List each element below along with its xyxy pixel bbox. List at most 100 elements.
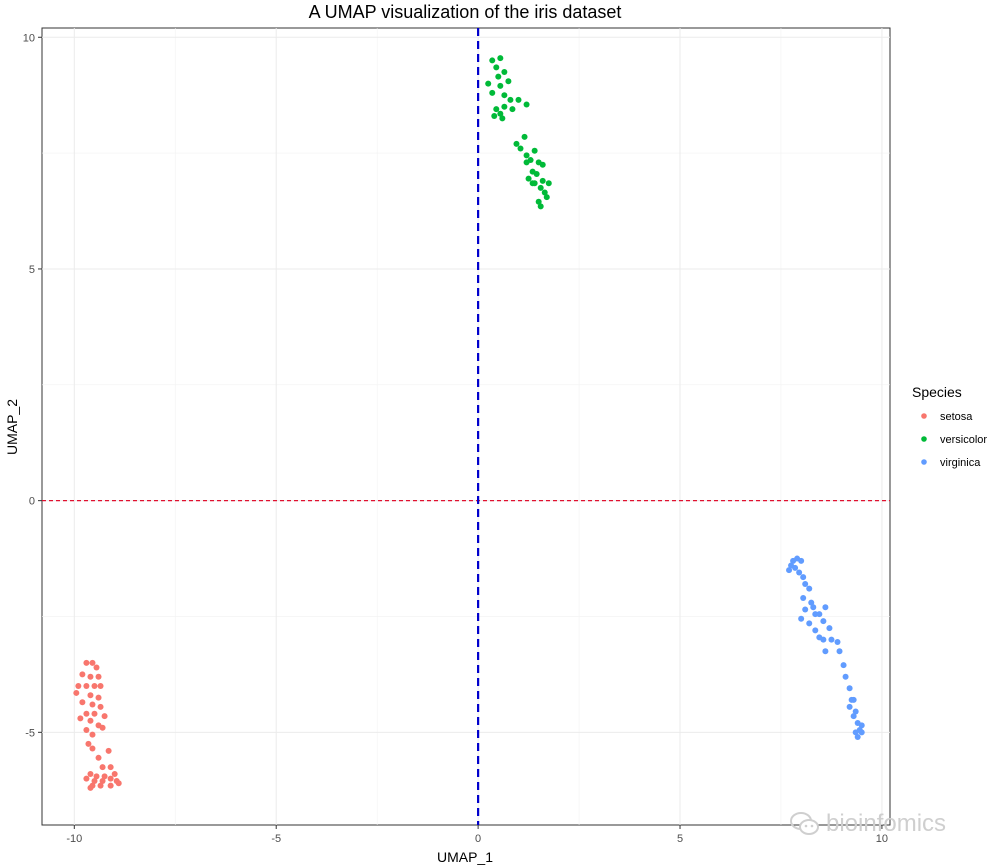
- data-point-versicolor: [545, 180, 552, 187]
- data-point-virginica: [792, 564, 799, 571]
- x-tick-label: 0: [475, 833, 481, 845]
- data-point-virginica: [840, 662, 847, 669]
- legend-label-setosa: setosa: [940, 411, 973, 423]
- legend-key-setosa: [921, 413, 927, 419]
- data-point-setosa: [83, 659, 90, 666]
- x-tick-label: -10: [66, 833, 82, 845]
- data-point-versicolor: [539, 161, 546, 168]
- legend: Species setosa versicolor virginica: [912, 384, 987, 469]
- watermark-text: bioinfomics: [826, 810, 947, 837]
- data-point-versicolor: [523, 152, 530, 159]
- data-point-versicolor: [543, 194, 550, 201]
- x-tick-label: 10: [876, 833, 888, 845]
- data-point-setosa: [91, 710, 98, 717]
- data-point-virginica: [846, 685, 853, 692]
- data-point-setosa: [83, 775, 90, 782]
- data-point-virginica: [852, 708, 859, 715]
- data-point-virginica: [786, 567, 793, 574]
- x-axis-ticks: -10 -5 0 5 10: [66, 825, 888, 845]
- reference-lines: [42, 28, 890, 825]
- data-point-setosa: [95, 673, 102, 680]
- data-point-virginica: [846, 703, 853, 710]
- data-point-virginica: [834, 638, 841, 645]
- data-point-setosa: [97, 703, 104, 710]
- data-point-virginica: [798, 615, 805, 622]
- data-point-virginica: [836, 648, 843, 655]
- data-point-virginica: [802, 606, 809, 613]
- data-point-versicolor: [539, 177, 546, 184]
- data-point-setosa: [105, 747, 112, 754]
- data-point-versicolor: [541, 189, 548, 196]
- wechat-icon: [790, 812, 819, 835]
- data-point-virginica: [800, 574, 807, 581]
- data-point-virginica: [806, 620, 813, 627]
- data-point-versicolor: [495, 73, 502, 80]
- data-point-versicolor: [501, 92, 508, 99]
- data-point-setosa: [99, 777, 106, 784]
- data-point-versicolor: [513, 140, 520, 147]
- x-axis-title: UMAP_1: [437, 849, 493, 865]
- data-point-versicolor: [525, 175, 532, 182]
- data-point-virginica: [842, 673, 849, 680]
- data-point-virginica: [848, 696, 855, 703]
- data-point-setosa: [89, 731, 96, 738]
- data-point-setosa: [97, 782, 104, 789]
- data-point-virginica: [800, 594, 807, 601]
- data-point-versicolor: [523, 101, 530, 108]
- data-point-versicolor: [507, 96, 514, 103]
- y-tick-label: 5: [29, 264, 35, 276]
- data-point-setosa: [77, 715, 84, 722]
- data-point-versicolor: [523, 159, 530, 166]
- data-point-setosa: [91, 682, 98, 689]
- data-point-versicolor: [497, 82, 504, 89]
- y-axis-ticks: -5 0 5 10: [23, 32, 42, 739]
- data-point-versicolor: [501, 103, 508, 110]
- data-point-versicolor: [491, 113, 498, 120]
- data-point-setosa: [87, 771, 94, 778]
- data-point-setosa: [83, 727, 90, 734]
- data-points: [73, 55, 865, 791]
- chart-title: A UMAP visualization of the iris dataset: [309, 2, 622, 22]
- minor-grid: [42, 28, 890, 825]
- data-point-setosa: [107, 782, 114, 789]
- data-point-virginica: [806, 585, 813, 592]
- data-point-virginica: [812, 627, 819, 634]
- data-point-virginica: [852, 729, 859, 736]
- data-point-setosa: [101, 713, 108, 720]
- data-point-versicolor: [499, 115, 506, 122]
- data-point-setosa: [93, 664, 100, 671]
- data-point-setosa: [99, 764, 106, 771]
- data-point-setosa: [89, 701, 96, 708]
- watermark: bioinfomics: [790, 810, 946, 838]
- data-point-setosa: [91, 777, 98, 784]
- data-point-virginica: [822, 604, 829, 611]
- data-point-setosa: [89, 745, 96, 752]
- data-point-setosa: [89, 659, 96, 666]
- y-axis-title: UMAP_2: [4, 399, 20, 455]
- data-point-virginica: [810, 604, 817, 611]
- data-point-setosa: [111, 771, 118, 778]
- data-point-virginica: [808, 599, 815, 606]
- legend-key-virginica: [921, 459, 927, 465]
- data-point-setosa: [79, 671, 86, 678]
- data-point-virginica: [858, 729, 865, 736]
- data-point-versicolor: [497, 55, 504, 62]
- data-point-setosa: [87, 673, 94, 680]
- data-point-setosa: [97, 682, 104, 689]
- data-point-setosa: [87, 692, 94, 699]
- data-point-virginica: [798, 557, 805, 564]
- data-point-versicolor: [509, 106, 516, 113]
- data-point-virginica: [826, 625, 833, 632]
- data-point-versicolor: [485, 80, 492, 87]
- data-point-versicolor: [533, 170, 540, 177]
- data-point-versicolor: [521, 133, 528, 140]
- data-point-setosa: [107, 775, 114, 782]
- data-point-virginica: [820, 618, 827, 625]
- data-point-virginica: [828, 636, 835, 643]
- data-point-versicolor: [497, 110, 504, 117]
- legend-label-virginica: virginica: [940, 457, 981, 469]
- x-tick-label: -5: [271, 833, 281, 845]
- data-point-setosa: [87, 717, 94, 724]
- data-point-virginica: [796, 569, 803, 576]
